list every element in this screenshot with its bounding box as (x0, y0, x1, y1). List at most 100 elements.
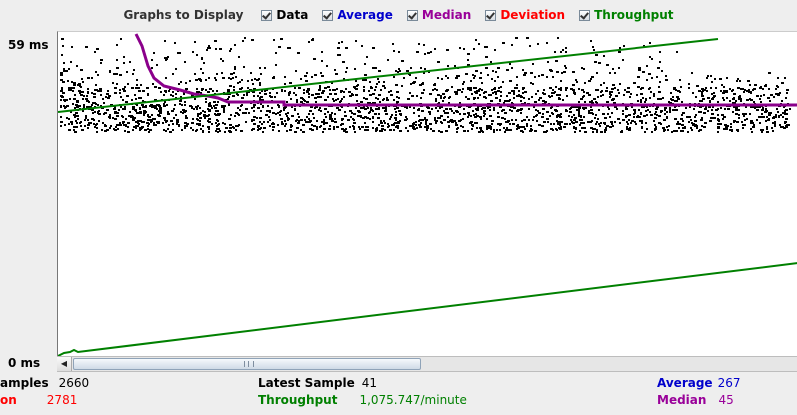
data-point (396, 96, 398, 98)
data-point (330, 118, 332, 120)
data-point (413, 122, 415, 124)
data-point (327, 86, 330, 88)
median-checkbox[interactable]: Median (406, 8, 471, 22)
data-point (234, 44, 236, 46)
data-point (164, 57, 167, 59)
data-point (488, 125, 491, 127)
data-point (756, 95, 759, 97)
data-point (654, 113, 656, 115)
deviation-checkbox[interactable]: Deviation (485, 8, 565, 22)
data-point (205, 98, 207, 100)
data-point (139, 129, 141, 131)
data-point (623, 45, 625, 47)
data-point (319, 96, 322, 98)
data-point (68, 123, 70, 125)
data-point (723, 116, 726, 118)
data-point (537, 90, 539, 92)
data-point (115, 126, 117, 128)
data-point (284, 120, 286, 122)
checkmark-icon (322, 9, 334, 21)
data-point (347, 119, 350, 121)
data-point (472, 110, 474, 112)
data-point (385, 113, 388, 115)
graph-panel[interactable] (57, 31, 797, 357)
data-point (475, 92, 478, 94)
data-point (128, 122, 130, 124)
data-point (614, 106, 617, 108)
data-point (369, 94, 372, 96)
data-point (421, 83, 424, 85)
data-point (578, 113, 580, 115)
data-point (649, 111, 651, 113)
data-point (285, 113, 287, 115)
data-point (753, 124, 755, 126)
data-point (138, 97, 141, 99)
data-point (604, 123, 606, 125)
data-point (73, 129, 75, 131)
data-point (573, 127, 575, 129)
data-point (159, 112, 161, 114)
data-point (707, 110, 709, 112)
average-checkbox[interactable]: Average (322, 8, 393, 22)
data-point (230, 78, 232, 80)
data-point (63, 70, 66, 72)
data-point (706, 90, 708, 92)
data-point (641, 122, 643, 124)
data-point (158, 105, 161, 107)
data-point (420, 122, 422, 124)
data-point (789, 108, 791, 110)
data-point (172, 73, 174, 75)
data-point (78, 83, 81, 85)
data-point (177, 52, 180, 54)
data-point (199, 117, 202, 119)
data-point (378, 81, 380, 83)
data-point (701, 95, 704, 97)
data-point (103, 102, 105, 104)
data-point (271, 123, 273, 125)
data-point (192, 129, 194, 131)
data-point (535, 109, 537, 111)
data-point (542, 113, 544, 115)
data-point (180, 96, 182, 98)
data-point (372, 93, 375, 95)
data-point (456, 128, 458, 130)
data-point (355, 40, 357, 42)
data-point (272, 126, 275, 128)
scroll-left-button[interactable]: ◀ (57, 357, 72, 371)
data-point (467, 88, 470, 90)
data-point (765, 108, 767, 110)
data-point (429, 113, 431, 115)
data-point (232, 77, 234, 79)
data-point (594, 128, 596, 130)
data-point (524, 128, 526, 130)
data-point (355, 88, 358, 90)
data-point (759, 122, 761, 124)
data-point (211, 107, 213, 109)
data-point (705, 106, 707, 108)
data-point (240, 105, 242, 107)
data-point (390, 90, 392, 92)
data-point (571, 116, 573, 118)
data-point (397, 122, 400, 124)
data-point (600, 95, 602, 97)
throughput-checkbox[interactable]: Throughput (579, 8, 674, 22)
data-point (129, 61, 131, 63)
scroll-thumb[interactable] (73, 358, 421, 370)
data-point (736, 129, 739, 131)
data-checkbox[interactable]: Data (261, 8, 308, 22)
data-point (479, 88, 481, 90)
data-point (703, 126, 706, 128)
data-point (725, 128, 728, 130)
data-point (523, 119, 526, 121)
data-point (497, 123, 500, 125)
data-point (364, 122, 366, 124)
data-point (375, 128, 377, 130)
y-axis-max-label: 59 ms (8, 38, 49, 52)
deviation-value: 2781 (46, 393, 78, 407)
data-point (389, 129, 392, 131)
data-point (786, 113, 788, 115)
data-point (713, 92, 715, 94)
horizontal-scrollbar[interactable]: ◀ (57, 356, 797, 372)
data-point (499, 129, 501, 131)
data-point (184, 125, 186, 127)
